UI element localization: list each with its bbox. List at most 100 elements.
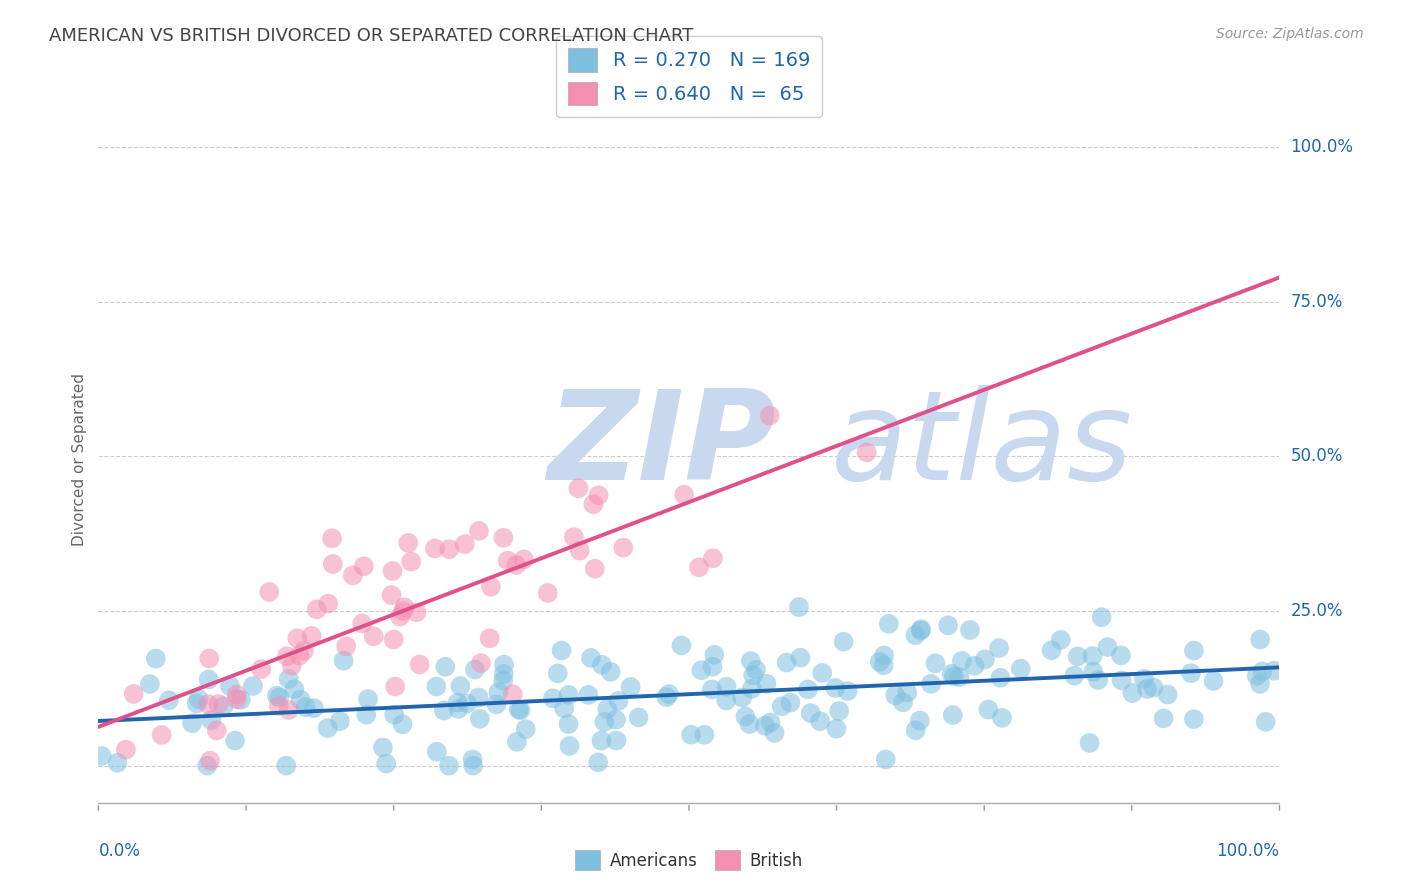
Point <box>288 648 311 663</box>
Point <box>948 670 970 684</box>
Point <box>321 531 343 545</box>
Point <box>1180 666 1202 681</box>
Point <box>891 695 914 709</box>
Point <box>702 659 724 673</box>
Point <box>673 488 696 502</box>
Point <box>468 524 491 538</box>
Point <box>90 749 112 764</box>
Point <box>513 552 536 566</box>
Point <box>425 680 447 694</box>
Point <box>388 609 411 624</box>
Point <box>145 651 167 665</box>
Point <box>115 742 138 756</box>
Point <box>910 624 932 638</box>
Point <box>828 704 851 718</box>
Point <box>832 634 855 648</box>
Point <box>576 688 599 702</box>
Point <box>1097 640 1119 654</box>
Point <box>655 690 678 705</box>
Point <box>380 588 402 602</box>
Text: 100.0%: 100.0% <box>1216 842 1279 860</box>
Point <box>439 542 461 557</box>
Point <box>541 691 564 706</box>
Point <box>357 692 380 706</box>
Point <box>505 558 527 572</box>
Point <box>567 481 589 495</box>
Point <box>157 693 180 707</box>
Point <box>562 530 585 544</box>
Point <box>363 629 385 643</box>
Point <box>588 488 610 502</box>
Point <box>1249 677 1271 691</box>
Point <box>456 697 478 711</box>
Point <box>384 680 406 694</box>
Point <box>738 717 761 731</box>
Text: ZIP: ZIP <box>547 385 776 506</box>
Point <box>447 702 470 716</box>
Point <box>492 673 515 688</box>
Point <box>375 756 398 771</box>
Point <box>742 668 765 682</box>
Point <box>875 752 897 766</box>
Point <box>212 699 235 714</box>
Point <box>107 756 129 770</box>
Point <box>381 564 404 578</box>
Point <box>734 709 756 723</box>
Point <box>492 667 515 681</box>
Point <box>486 685 509 699</box>
Point <box>1182 643 1205 657</box>
Point <box>281 658 304 673</box>
Point <box>335 640 357 654</box>
Point <box>502 687 524 701</box>
Point <box>485 698 508 712</box>
Point <box>787 600 810 615</box>
Point <box>342 568 364 582</box>
Point <box>276 649 298 664</box>
Point <box>1153 711 1175 725</box>
Point <box>942 708 965 723</box>
Point <box>329 714 352 728</box>
Point <box>371 740 394 755</box>
Point <box>1263 664 1285 678</box>
Point <box>904 628 927 642</box>
Point <box>586 756 609 770</box>
Point <box>509 703 531 717</box>
Text: 75.0%: 75.0% <box>1291 293 1343 310</box>
Point <box>593 714 616 729</box>
Point <box>779 696 801 710</box>
Point <box>200 713 222 727</box>
Point <box>277 703 299 717</box>
Point <box>612 541 634 555</box>
Point <box>433 704 456 718</box>
Point <box>758 409 780 423</box>
Point <box>941 666 963 681</box>
Point <box>276 758 298 772</box>
Point <box>1249 632 1271 647</box>
Point <box>924 657 946 671</box>
Point <box>1083 665 1105 679</box>
Point <box>399 555 422 569</box>
Point <box>449 679 471 693</box>
Point <box>316 597 339 611</box>
Point <box>800 706 823 720</box>
Point <box>1121 686 1143 700</box>
Text: 0.0%: 0.0% <box>98 842 141 860</box>
Point <box>988 671 1011 685</box>
Point <box>1109 648 1132 663</box>
Point <box>305 602 328 616</box>
Point <box>423 541 446 556</box>
Point <box>877 616 900 631</box>
Point <box>808 714 831 729</box>
Point <box>467 690 489 705</box>
Point <box>492 531 515 545</box>
Point <box>789 650 811 665</box>
Point <box>1078 736 1101 750</box>
Point <box>550 643 572 657</box>
Point <box>920 677 942 691</box>
Point <box>754 719 776 733</box>
Point <box>464 663 486 677</box>
Point <box>463 758 485 772</box>
Point <box>596 702 619 716</box>
Point <box>394 600 416 615</box>
Point <box>770 699 793 714</box>
